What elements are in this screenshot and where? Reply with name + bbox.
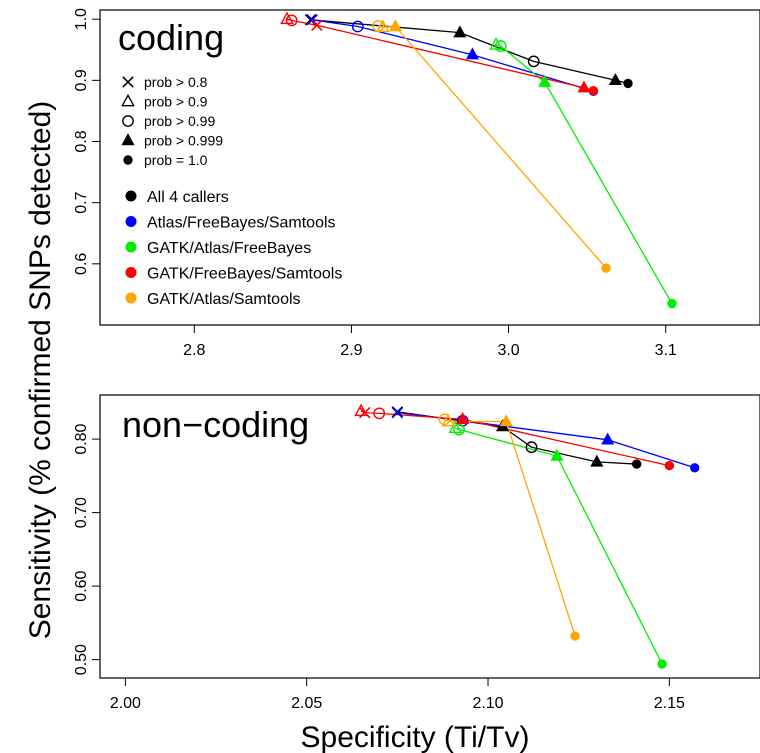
legend-marker-label: prob > 0.999 <box>144 133 223 149</box>
data-point <box>664 460 675 471</box>
y-tick-label: 0.50 <box>73 644 90 675</box>
data-point <box>527 55 540 68</box>
data-point-stroke-b <box>311 19 323 32</box>
data-point <box>570 631 580 641</box>
data-point <box>667 298 677 309</box>
data-point <box>690 463 700 473</box>
y-tick-label: 0.6 <box>73 253 90 275</box>
legend-series-label: All 4 callers <box>147 189 229 206</box>
series-line <box>397 411 695 469</box>
non-coding-plot-frame <box>99 394 760 679</box>
data-point <box>608 73 622 86</box>
x-tick-label: 2.05 <box>291 695 322 712</box>
coding-axis-ticks: 2.8 2.9 3.0 3.1 0.6 0.7 0.8 0.9 1.0 <box>73 8 677 359</box>
series-line <box>495 44 673 304</box>
data-point <box>657 659 667 669</box>
non-coding-series-points <box>354 403 700 669</box>
legend-marker-label: prob = 1.0 <box>144 152 208 168</box>
x-tick-label: 3.0 <box>497 342 519 359</box>
legend-marker-label: prob > 0.99 <box>144 113 215 129</box>
legend-marker-symbol <box>121 93 135 107</box>
data-point <box>453 423 465 436</box>
data-point <box>601 263 611 273</box>
data-point <box>525 441 538 454</box>
non-coding-panel-label: non−coding <box>122 404 309 445</box>
marker-legend: prob > 0.8 prob > 0.9 prob > 0.99 prob > 0.… <box>121 74 223 168</box>
legend-marker-symbol <box>121 133 135 146</box>
x-tick-label: 3.1 <box>655 342 677 359</box>
data-point <box>375 19 390 33</box>
legend-marker-symbol-stroke-b <box>122 76 134 88</box>
data-point-stroke-b <box>358 406 371 419</box>
non-coding-series-lines <box>360 410 695 665</box>
data-point <box>588 86 599 96</box>
coding-plot-frame <box>99 9 760 326</box>
coding-series-lines <box>286 18 673 304</box>
data-point <box>285 14 298 27</box>
series-line <box>377 25 607 269</box>
data-point-stroke-b <box>391 406 404 419</box>
legend-series-swatch <box>125 216 137 227</box>
data-point <box>441 413 456 427</box>
data-point <box>632 459 642 469</box>
data-point <box>351 20 364 33</box>
data-point <box>465 47 479 60</box>
coding-panel: 2.8 2.9 3.0 3.1 0.6 0.7 0.8 0.9 1.0 coding prob … <box>73 8 760 359</box>
data-point <box>453 25 467 38</box>
legend-series-swatch <box>125 190 137 202</box>
legend-series-label: Atlas/FreeBayes/Samtools <box>147 215 336 232</box>
data-point-stroke-b <box>304 14 317 26</box>
legend-marker-label: prob > 0.9 <box>144 94 208 110</box>
data-point <box>550 448 564 461</box>
data-point <box>388 19 402 32</box>
legend-series-label: GATK/FreeBayes/Samtools <box>147 266 342 283</box>
y-tick-label: 0.60 <box>73 570 90 601</box>
legend-marker-symbol <box>122 115 134 127</box>
data-point <box>499 414 513 427</box>
x-tick-label: 2.15 <box>654 695 685 712</box>
series-line <box>455 427 663 665</box>
legend-series-label: GATK/Atlas/FreeBayes <box>147 240 311 257</box>
x-tick-label: 2.9 <box>340 342 362 359</box>
y-tick-label: 0.8 <box>73 130 90 152</box>
y-tick-label: 1.0 <box>73 8 90 30</box>
series-line <box>360 410 670 467</box>
legend-series-label: GATK/Atlas/Samtools <box>147 291 301 308</box>
data-point <box>577 80 591 93</box>
legend-series-swatch <box>125 292 137 304</box>
data-point <box>538 74 552 87</box>
non-coding-panel: 2.00 2.05 2.10 2.15 0.50 0.60 0.70 0.80 non−cod… <box>73 394 760 712</box>
coding-series-points <box>280 11 677 309</box>
data-point <box>601 432 615 445</box>
x-tick-label: 2.00 <box>110 695 141 712</box>
non-coding-axis-ticks: 2.00 2.05 2.10 2.15 0.50 0.60 0.70 0.80 <box>73 423 685 712</box>
legend-marker-symbol <box>123 155 133 165</box>
y-tick-label: 0.70 <box>73 497 90 528</box>
y-tick-label: 0.7 <box>73 191 90 213</box>
series-legend: All 4 callers Atlas/FreeBayes/Samtools GAT… <box>125 189 342 308</box>
data-point <box>391 406 404 419</box>
series-line <box>444 418 576 637</box>
data-point <box>494 40 507 52</box>
legend-marker-symbol <box>122 76 134 88</box>
y-tick-label: 0.9 <box>73 69 90 91</box>
x-axis-title: Specificity (Ti/Tv) <box>301 721 530 753</box>
data-point <box>590 454 604 467</box>
data-point <box>623 78 633 89</box>
coding-panel-label: coding <box>118 17 224 58</box>
y-tick-label: 0.80 <box>73 423 90 454</box>
data-point <box>456 412 470 424</box>
x-tick-label: 2.10 <box>472 695 503 712</box>
y-axis-title: Sensitivity (% confirmed SNPs detected) <box>24 101 57 640</box>
legend-marker-label: prob > 0.8 <box>144 74 208 90</box>
x-tick-label: 2.8 <box>183 342 205 359</box>
data-point <box>358 406 371 419</box>
legend-series-swatch <box>125 267 137 278</box>
legend-series-swatch <box>125 241 137 253</box>
data-point <box>311 19 323 32</box>
series-line <box>310 19 629 85</box>
data-point <box>373 407 386 420</box>
